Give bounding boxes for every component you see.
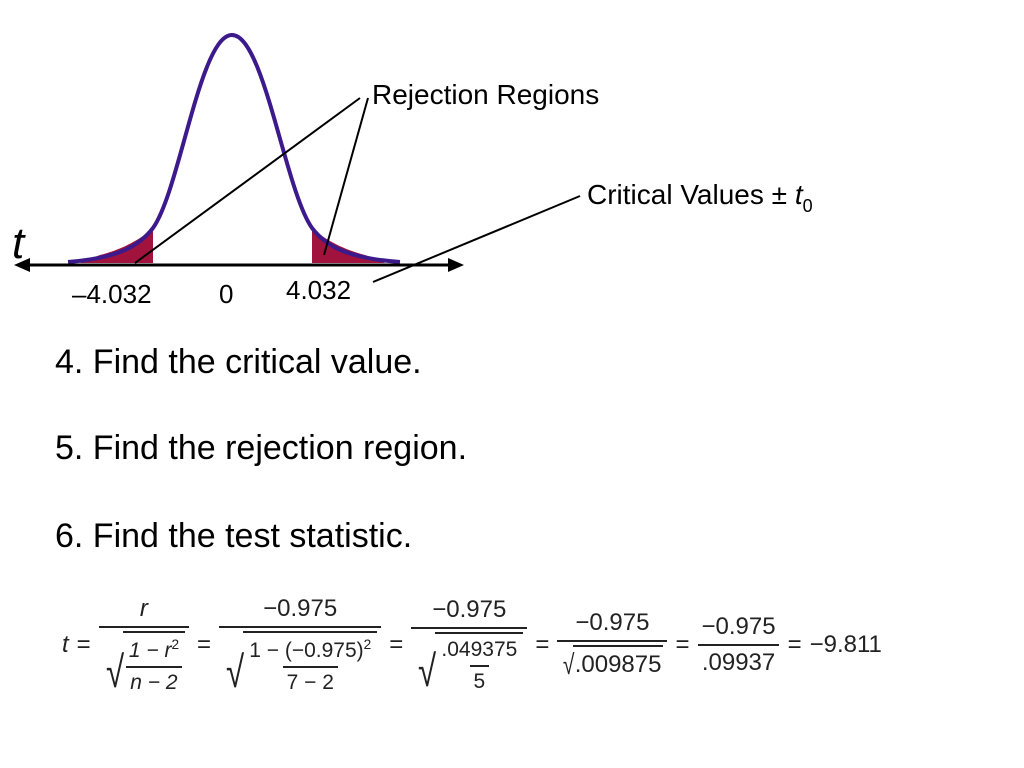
tick-label-zero: 0 [219,279,233,309]
fraction-simplified: −0.975 √ .049375 5 [411,596,528,694]
formula-lhs: t [62,631,69,658]
rejection-pointer-right [323,97,369,256]
formula-result: −9.811 [809,631,882,658]
test-statistic-formula: t = r √ 1 − r2 n − 2 = −0.975 √ 1 − (−0.… [62,595,882,697]
tick-label-positive: 4.032 [286,275,351,305]
axis-arrow-left [14,258,30,272]
axis-arrow-right [448,258,464,272]
fraction-root: −0.975 √ .009875 [557,609,668,681]
fraction-decimal: −0.975 .09937 [697,613,780,677]
fraction-substituted: −0.975 √ 1 − (−0.975)2 7 − 2 [219,595,382,695]
axis-variable-label: t [12,219,26,268]
bell-curve [67,32,401,264]
rejection-pointer-left [134,97,361,264]
critical-value-pointer [372,195,581,283]
t-distribution-diagram: t –4.032 0 4.032 Rejection Regions Criti… [12,32,813,309]
step-find-rejection-region: 5. Find the rejection region. [55,429,468,467]
rejection-regions-label: Rejection Regions [372,79,599,110]
step-find-test-statistic: 6. Find the test statistic. [55,517,413,555]
tick-label-negative: –4.032 [72,279,152,309]
fraction-general: r √ 1 − r2 n − 2 [98,595,190,695]
left-rejection-region [80,228,153,263]
step-find-critical-value: 4. Find the critical value. [55,343,422,381]
right-rejection-region [312,228,385,263]
critical-values-label: Critical Values ± t0 [587,179,813,216]
